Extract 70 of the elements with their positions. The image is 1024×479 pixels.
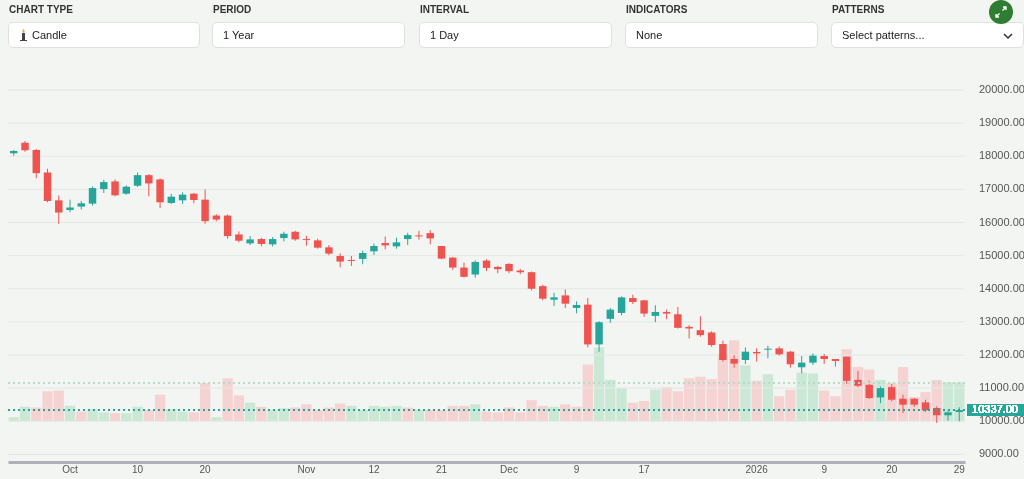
bar — [740, 365, 751, 422]
text: Select patterns... — [842, 29, 925, 41]
y-tick-label: 19000.00 — [979, 116, 1024, 129]
candlestick — [685, 324, 693, 339]
text: PERIOD — [213, 3, 253, 17]
x-tick-label: Nov — [297, 463, 316, 475]
candlestick — [223, 214, 232, 240]
candlestick — [302, 235, 311, 247]
x-tick-label: 12 — [368, 463, 380, 475]
candlestick — [617, 295, 626, 316]
x-tick-label: 20 — [886, 463, 898, 475]
candlestick — [550, 292, 558, 307]
candlestick — [730, 354, 738, 369]
x-tick-label: 29 — [953, 463, 966, 475]
candlestick — [66, 199, 74, 213]
candlestick — [88, 185, 97, 207]
text: 1 Day — [430, 29, 459, 41]
candlestick — [696, 315, 705, 338]
candlestick — [561, 288, 570, 309]
text: CHART TYPE — [9, 3, 74, 17]
bar — [109, 413, 121, 422]
candlestick — [201, 188, 209, 225]
x-tick-label: 20 — [199, 463, 212, 475]
x-tick-label: 10 — [132, 463, 144, 475]
y-tick-label: 14000.00 — [979, 281, 1024, 294]
candlestick — [55, 194, 63, 225]
text: PATTERNS — [832, 3, 886, 17]
candlestick — [145, 173, 153, 197]
candlestick — [674, 306, 682, 329]
y-tick-label: 10000.00 — [979, 414, 1024, 427]
y-tick-label: 9000.00 — [979, 447, 1019, 460]
text: INDICATORS — [626, 3, 689, 17]
y-tick-label: 18000.00 — [979, 149, 1024, 162]
x-tick-label: 2026 — [745, 463, 769, 475]
x-tick-label: Dec — [500, 463, 518, 475]
y-tick-label: 16000.00 — [979, 215, 1024, 228]
y-tick-label: 20000.00 — [979, 83, 1024, 95]
text: None — [636, 29, 663, 41]
text: 1 Year — [223, 29, 255, 41]
y-tick-label: 12000.00 — [979, 348, 1024, 360]
candlestick — [415, 230, 423, 241]
candlestick — [347, 255, 356, 267]
ref-line-label: 10337.00 — [972, 403, 1018, 416]
x-tick-label: 9 — [821, 463, 828, 475]
candlestick — [280, 231, 288, 242]
bar — [751, 380, 762, 422]
x-tick-label: 9 — [573, 463, 580, 475]
bar — [402, 407, 413, 422]
bar — [413, 409, 425, 422]
candlestick — [764, 345, 772, 359]
candlestick — [370, 243, 378, 256]
candlestick — [854, 370, 862, 388]
candlestick — [246, 235, 254, 246]
x-tick-label: 21 — [435, 463, 448, 475]
bar — [650, 389, 661, 422]
y-tick-label: 17000.00 — [979, 182, 1024, 195]
bar — [762, 374, 774, 422]
candlestick — [32, 148, 40, 179]
candlestick — [156, 177, 164, 209]
y-tick-label: 13000.00 — [979, 314, 1024, 327]
text: INTERVAL — [420, 3, 471, 17]
candlestick — [944, 410, 952, 422]
y-tick-label: 11000.00 — [979, 381, 1024, 394]
bar — [256, 406, 267, 422]
x-tick-label: Oct — [62, 463, 79, 475]
y-tick-label: 15000.00 — [979, 248, 1024, 261]
bar — [211, 417, 222, 422]
text: Candle — [32, 29, 67, 41]
x-tick-label: 17 — [638, 463, 651, 475]
bar — [470, 404, 481, 422]
